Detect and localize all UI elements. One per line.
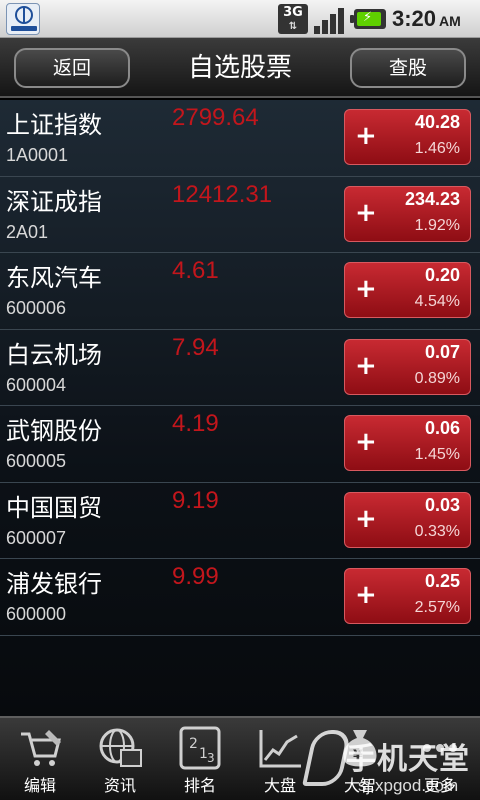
stock-row[interactable]: 中国国贸 600007 9.19 +0.03 0.33%: [0, 483, 480, 559]
stock-name: 白云机场: [6, 340, 102, 369]
stock-list[interactable]: 上证指数 1A0001 2799.64 +40.28 1.46% 深证成指 2A01 1241…: [0, 100, 480, 716]
search-stock-button[interactable]: 查股: [350, 48, 466, 88]
stock-row[interactable]: 上证指数 1A0001 2799.64 +40.28 1.46%: [0, 100, 480, 177]
status-bar: 3G ⇅ ⚡ 3:20 AM: [0, 0, 480, 38]
page-title: 自选股票: [187, 53, 292, 83]
stock-price: 4.61: [172, 257, 219, 284]
stock-row[interactable]: 武钢股份 600005 4.19 +0.06 1.45%: [0, 406, 480, 483]
price-change-button[interactable]: +234.23 1.92%: [344, 185, 471, 242]
plus-icon: +: [355, 197, 377, 228]
change-percent: 1.45%: [414, 446, 460, 463]
price-change-button[interactable]: +0.20 4.54%: [344, 262, 471, 318]
plus-icon: +: [355, 580, 377, 610]
back-button[interactable]: 返回: [14, 48, 130, 88]
nav-label: 大盘: [263, 776, 296, 795]
stock-row[interactable]: 白云机场 600004 7.94 +0.07 0.89%: [0, 330, 480, 406]
nav-market[interactable]: 大盘: [244, 722, 316, 800]
plus-icon: +: [355, 121, 377, 151]
stock-code: 2A01: [6, 221, 49, 242]
nav-label: 编辑: [23, 776, 56, 795]
change-amount: 0.03: [424, 494, 460, 515]
nav-label: 资讯: [103, 776, 136, 795]
price-change-button[interactable]: +0.25 2.57%: [344, 568, 471, 624]
nav-label: 大智: [343, 776, 376, 795]
stock-name: 武钢股份: [6, 417, 102, 445]
stock-name: 东风汽车: [6, 264, 102, 292]
status-clock: 3:20 AM: [392, 5, 461, 33]
clock-ampm: AM: [439, 13, 461, 29]
stock-price: 2799.64: [172, 104, 259, 131]
stock-code: 600007: [6, 527, 67, 548]
plus-icon: +: [355, 427, 377, 457]
title-bar: 返回 自选股票 查股: [0, 38, 480, 98]
stock-code: 1A0001: [6, 145, 69, 165]
plus-icon: +: [355, 350, 377, 381]
price-change-button[interactable]: +0.06 1.45%: [344, 415, 471, 471]
battery-charging-icon: ⚡: [350, 9, 386, 29]
moneybag-icon: ¥: [343, 730, 377, 767]
more-dots-icon: [423, 744, 457, 752]
stock-name: 深证成指: [6, 187, 102, 216]
change-percent: 4.54%: [414, 293, 460, 310]
svg-text:¥: ¥: [353, 748, 363, 764]
stock-name: 上证指数: [6, 111, 102, 139]
market-chart-icon: [259, 730, 301, 768]
change-amount: 0.06: [424, 418, 460, 438]
stock-row[interactable]: 东风汽车 600006 4.61 +0.20 4.54%: [0, 253, 480, 330]
price-change-button[interactable]: +0.07 0.89%: [344, 338, 471, 395]
svg-text:3: 3: [207, 751, 215, 765]
change-percent: 2.57%: [414, 599, 460, 616]
stock-row[interactable]: 浦发银行 600000 9.99 +0.25 2.57%: [0, 559, 480, 636]
stock-code: 600006: [6, 298, 67, 318]
change-amount: 0.07: [424, 341, 460, 362]
nav-label: 排名: [183, 776, 216, 795]
stock-name: 浦发银行: [6, 570, 102, 598]
nav-ranking[interactable]: 2 1 3 排名: [164, 722, 236, 800]
change-amount: 234.23: [404, 188, 460, 209]
change-amount: 0.20: [424, 265, 460, 285]
ranking-icon: 2 1 3: [179, 726, 221, 770]
stock-code: 600005: [6, 451, 67, 471]
stock-price: 12412.31: [172, 180, 273, 208]
nav-dazhi[interactable]: ¥ 大智: [324, 722, 396, 800]
network-3g-icon: 3G ⇅: [278, 4, 308, 34]
stock-code: 600000: [6, 604, 67, 624]
nav-label: 更多: [423, 776, 456, 795]
stock-row[interactable]: 深证成指 2A01 12412.31 +234.23 1.92%: [0, 177, 480, 253]
nav-news[interactable]: 资讯: [84, 722, 156, 800]
svg-text:1: 1: [199, 746, 208, 762]
stock-name: 中国国贸: [6, 493, 102, 522]
plus-icon: +: [355, 274, 377, 304]
price-change-button[interactable]: +40.28 1.46%: [344, 109, 471, 165]
stock-price: 7.94: [172, 333, 219, 361]
change-percent: 0.89%: [414, 369, 460, 387]
stock-code: 600004: [6, 374, 67, 395]
svg-text:2: 2: [189, 736, 198, 752]
stock-price: 9.19: [172, 486, 219, 514]
clock-time: 3:20: [392, 6, 437, 31]
app-notification-icon: [6, 3, 40, 35]
stock-price: 9.99: [172, 563, 219, 590]
signal-strength-icon: [314, 6, 346, 34]
change-amount: 40.28: [414, 112, 460, 132]
nav-edit[interactable]: 编辑: [4, 722, 76, 800]
plus-icon: +: [355, 503, 377, 534]
bottom-nav: 编辑 资讯 2 1 3 排名 大盘 ¥ 大智: [0, 716, 480, 800]
nav-more[interactable]: 更多: [404, 722, 476, 800]
change-percent: 1.92%: [414, 216, 460, 234]
stock-price: 4.19: [172, 410, 219, 437]
change-amount: 0.25: [424, 571, 460, 591]
globe-icon: [99, 728, 142, 767]
change-percent: 1.46%: [414, 140, 460, 157]
cart-icon: [21, 730, 61, 766]
price-change-button[interactable]: +0.03 0.33%: [344, 491, 471, 548]
change-percent: 0.33%: [414, 522, 460, 540]
